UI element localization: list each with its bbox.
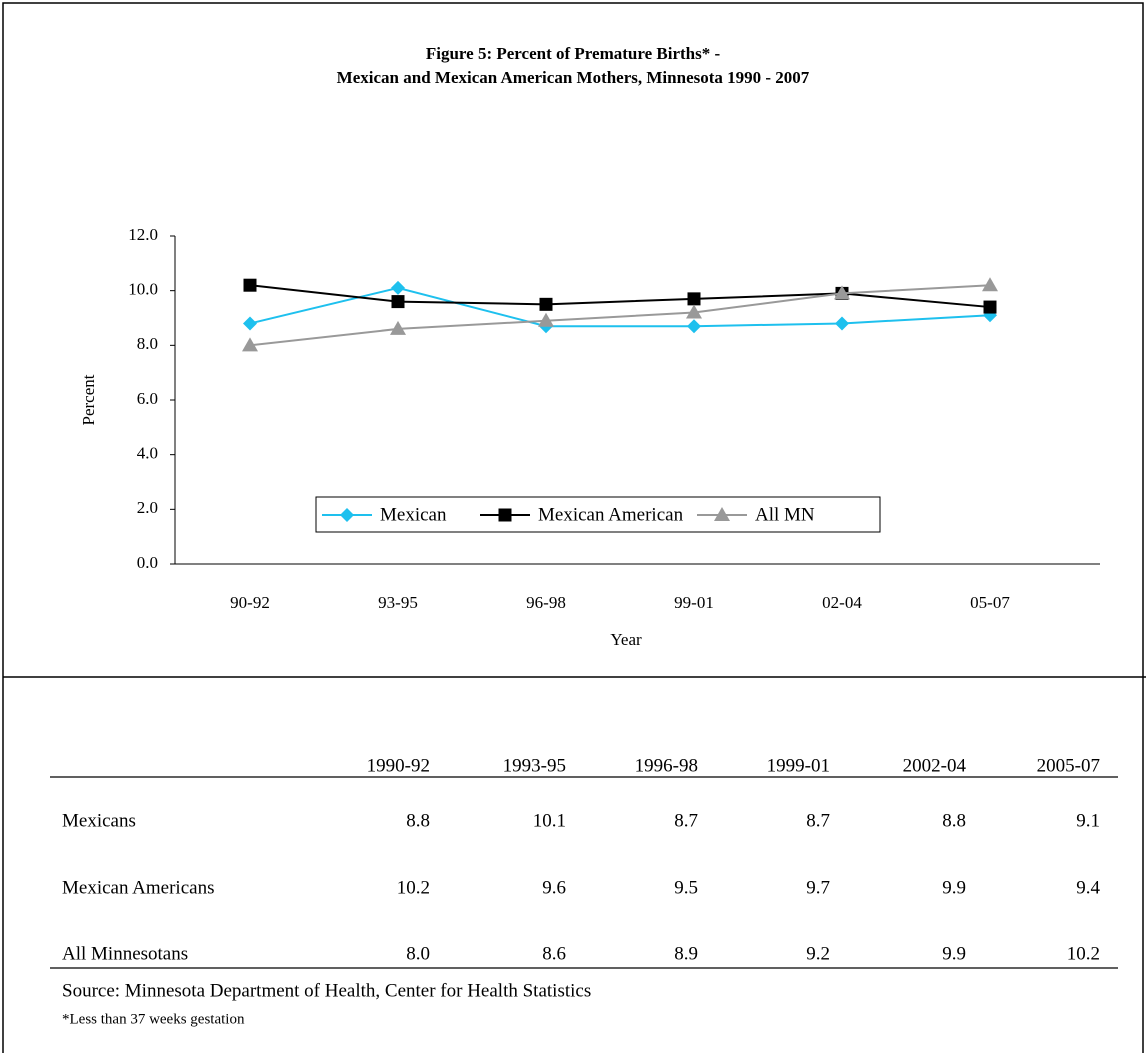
table-header: 1999-01 xyxy=(767,755,830,776)
marker xyxy=(340,508,354,522)
x-tick-label: 99-01 xyxy=(674,593,714,612)
marker xyxy=(538,312,554,327)
note: *Less than 37 weeks gestation xyxy=(62,1011,245,1027)
chart-title: Figure 5: Percent of Premature Births* - xyxy=(426,44,721,63)
table-cell: 8.8 xyxy=(942,810,966,831)
table-cell: 8.7 xyxy=(674,810,698,831)
legend-label: Mexican xyxy=(380,504,447,525)
marker xyxy=(539,297,553,311)
y-tick-label: 4.0 xyxy=(137,444,158,463)
x-tick-label: 96-98 xyxy=(526,593,566,612)
marker xyxy=(834,285,850,300)
y-tick-label: 8.0 xyxy=(137,334,158,353)
y-tick-label: 6.0 xyxy=(137,389,158,408)
table-header: 1993-95 xyxy=(503,755,566,776)
legend-label: Mexican American xyxy=(538,504,684,525)
table-cell: 9.9 xyxy=(942,943,966,964)
marker xyxy=(243,316,257,331)
table-cell: 8.0 xyxy=(406,943,430,964)
table-header: 1990-92 xyxy=(367,755,430,776)
marker xyxy=(982,277,998,292)
table-cell: 8.9 xyxy=(674,943,698,964)
table-cell: 9.2 xyxy=(806,943,830,964)
table-cell: 9.6 xyxy=(542,877,566,898)
marker xyxy=(687,292,701,306)
y-tick-label: 2.0 xyxy=(137,498,158,517)
y-tick-label: 10.0 xyxy=(128,280,158,299)
marker xyxy=(391,295,405,309)
table-cell: 9.7 xyxy=(806,877,830,898)
source: Source: Minnesota Department of Health, … xyxy=(62,980,591,1001)
legend xyxy=(315,496,881,533)
x-axis-label: Year xyxy=(610,630,642,649)
y-axis-label: Percent xyxy=(79,374,98,425)
marker xyxy=(983,300,997,314)
table-cell: 8.7 xyxy=(806,810,830,831)
table-cell: 8.8 xyxy=(406,810,430,831)
marker xyxy=(391,280,405,295)
marker xyxy=(390,320,406,335)
x-tick-label: 05-07 xyxy=(970,593,1010,612)
table-cell: 10.2 xyxy=(397,877,430,898)
x-tick-label: 93-95 xyxy=(378,593,418,612)
marker xyxy=(686,304,702,319)
row-label: All Minnesotans xyxy=(62,943,188,964)
table-cell: 10.1 xyxy=(533,810,566,831)
y-tick-label: 12.0 xyxy=(128,225,158,244)
marker xyxy=(243,278,257,292)
series-line xyxy=(249,286,991,328)
table-cell: 9.1 xyxy=(1076,810,1100,831)
table-cell: 9.4 xyxy=(1076,877,1100,898)
marker xyxy=(242,337,258,352)
chart-subtitle: Mexican and Mexican American Mothers, Mi… xyxy=(337,68,810,87)
series-line xyxy=(249,284,991,347)
legend-label: All MN xyxy=(755,504,815,525)
y-tick-label: 0.0 xyxy=(137,553,158,572)
table-cell: 9.9 xyxy=(942,877,966,898)
table-header: 2002-04 xyxy=(903,755,967,776)
marker xyxy=(498,508,512,522)
table-header: 1996-98 xyxy=(635,755,698,776)
x-tick-label: 02-04 xyxy=(822,593,862,612)
table-header: 2005-07 xyxy=(1037,755,1100,776)
table-cell: 10.2 xyxy=(1067,943,1100,964)
marker xyxy=(687,319,701,334)
marker xyxy=(835,316,849,331)
marker xyxy=(714,507,730,521)
series-line xyxy=(249,284,991,309)
table-cell: 9.5 xyxy=(674,877,698,898)
table-cell: 8.6 xyxy=(542,943,566,964)
row-label: Mexicans xyxy=(62,810,136,831)
x-tick-label: 90-92 xyxy=(230,593,270,612)
row-label: Mexican Americans xyxy=(62,877,214,898)
